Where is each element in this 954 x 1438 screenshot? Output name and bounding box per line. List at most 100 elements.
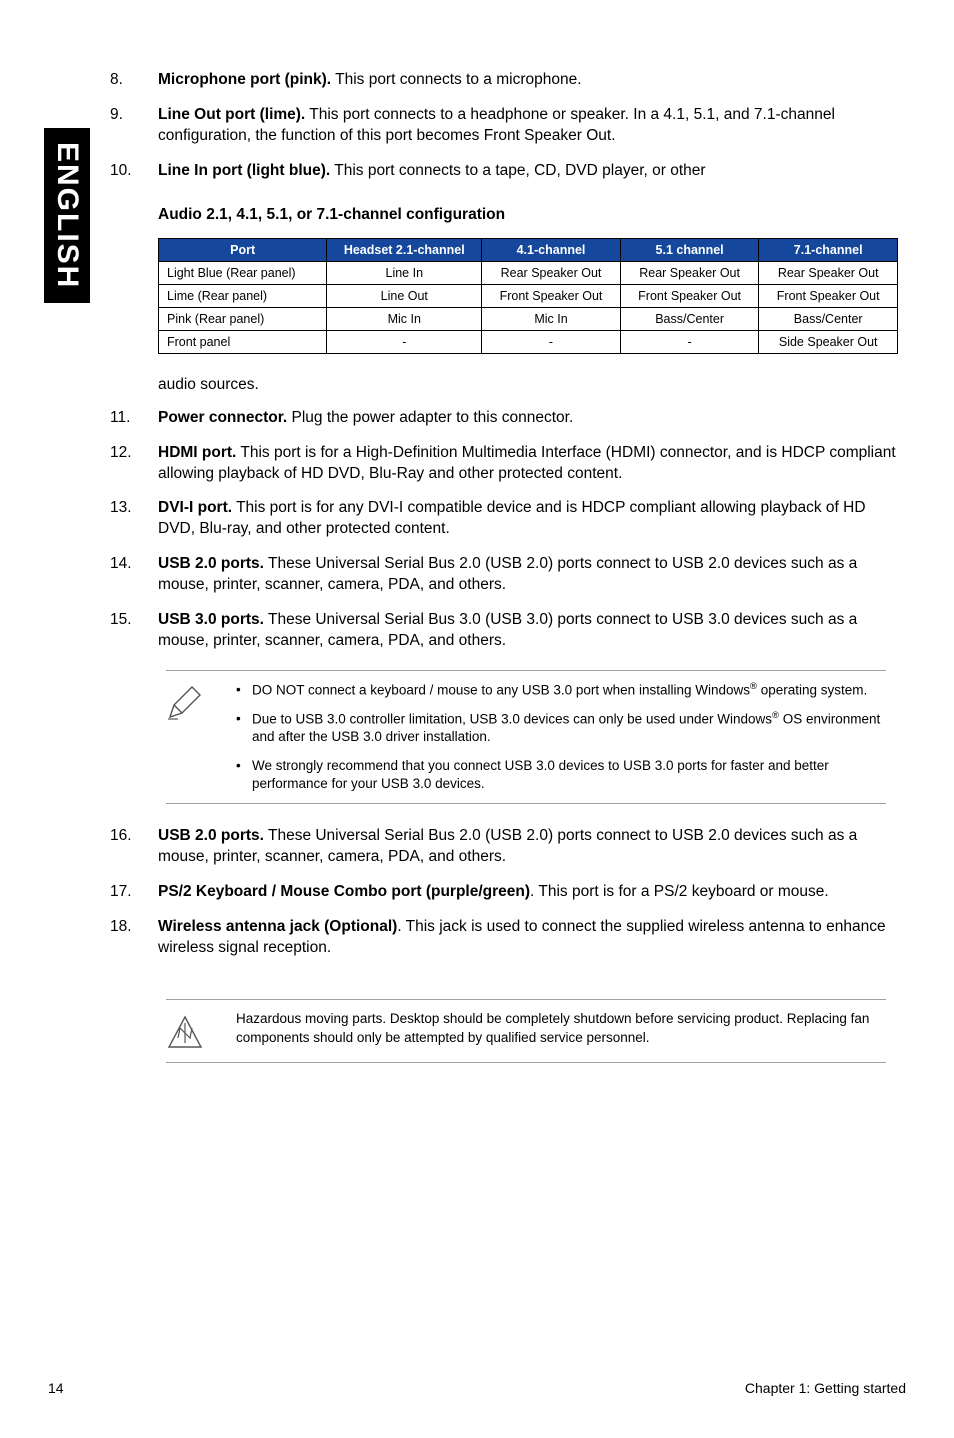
audio-config-table: Port Headset 2.1-channel 4.1-channel 5.1… bbox=[158, 238, 898, 354]
note-bullet: • DO NOT connect a keyboard / mouse to a… bbox=[236, 681, 886, 700]
language-tab: ENGLISH bbox=[44, 128, 90, 303]
list-block-1: 8. Microphone port (pink). This port con… bbox=[110, 70, 900, 182]
list-block-3: 16. USB 2.0 ports. These Universal Seria… bbox=[110, 826, 900, 959]
note-text: DO NOT connect a keyboard / mouse to any… bbox=[252, 682, 750, 697]
note-bullet: • Due to USB 3.0 controller limitation, … bbox=[236, 710, 886, 747]
table-cell: Pink (Rear panel) bbox=[159, 307, 327, 330]
page-footer: 14 Chapter 1: Getting started bbox=[48, 1380, 906, 1396]
item-number: 18. bbox=[110, 917, 158, 959]
list-block-2: 11. Power connector. Plug the power adap… bbox=[110, 408, 900, 652]
item-text: This port is for any DVI-I compatible de… bbox=[158, 499, 866, 537]
divider bbox=[166, 999, 886, 1000]
item-text: . This port is for a PS/2 keyboard or mo… bbox=[530, 883, 829, 900]
table-row: Front panel - - - Side Speaker Out bbox=[159, 330, 898, 353]
item-number: 8. bbox=[110, 70, 158, 91]
item-text: This port connects to a microphone. bbox=[331, 71, 581, 88]
item-number: 17. bbox=[110, 882, 158, 903]
list-item: 13. DVI-I port. This port is for any DVI… bbox=[110, 498, 900, 540]
table-cell: Lime (Rear panel) bbox=[159, 284, 327, 307]
item-number: 9. bbox=[110, 105, 158, 147]
table-cell: Light Blue (Rear panel) bbox=[159, 261, 327, 284]
note-block-hazard: Hazardous moving parts. Desktop should b… bbox=[166, 999, 886, 1063]
table-cell: Mic In bbox=[482, 307, 621, 330]
note-text: operating system. bbox=[757, 682, 867, 697]
bullet-dot: • bbox=[236, 710, 252, 747]
chapter-label: Chapter 1: Getting started bbox=[745, 1380, 906, 1396]
table-cell: Line Out bbox=[327, 284, 482, 307]
item-label: USB 2.0 ports. bbox=[158, 555, 264, 572]
hazard-text: Hazardous moving parts. Desktop should b… bbox=[236, 1010, 886, 1052]
page-content: 8. Microphone port (pink). This port con… bbox=[110, 70, 900, 1085]
item-text: This port is for a High-Definition Multi… bbox=[158, 444, 896, 482]
note-block-usb: • DO NOT connect a keyboard / mouse to a… bbox=[166, 670, 886, 804]
note-text: We strongly recommend that you connect U… bbox=[252, 757, 886, 793]
table-cell: Rear Speaker Out bbox=[482, 261, 621, 284]
table-cell: Front Speaker Out bbox=[482, 284, 621, 307]
divider bbox=[166, 1062, 886, 1063]
table-cell: Front panel bbox=[159, 330, 327, 353]
table-row: Pink (Rear panel) Mic In Mic In Bass/Cen… bbox=[159, 307, 898, 330]
item-number: 12. bbox=[110, 443, 158, 485]
list-item: 11. Power connector. Plug the power adap… bbox=[110, 408, 900, 429]
table-cell: Bass/Center bbox=[620, 307, 759, 330]
item-text: This port connects to a tape, CD, DVD pl… bbox=[330, 162, 705, 179]
list-item: 15. USB 3.0 ports. These Universal Seria… bbox=[110, 610, 900, 652]
table-cell: Mic In bbox=[327, 307, 482, 330]
table-cell: - bbox=[620, 330, 759, 353]
item-number: 11. bbox=[110, 408, 158, 429]
item-label: Line In port (light blue). bbox=[158, 162, 330, 179]
note-bullet: • We strongly recommend that you connect… bbox=[236, 757, 886, 793]
table-cell: Side Speaker Out bbox=[759, 330, 898, 353]
item-label: PS/2 Keyboard / Mouse Combo port (purple… bbox=[158, 883, 530, 900]
table-cell: Front Speaker Out bbox=[620, 284, 759, 307]
table-row: Light Blue (Rear panel) Line In Rear Spe… bbox=[159, 261, 898, 284]
audio-sources-text: audio sources. bbox=[158, 376, 900, 394]
item-label: HDMI port. bbox=[158, 444, 236, 461]
item-number: 15. bbox=[110, 610, 158, 652]
table-cell: Line In bbox=[327, 261, 482, 284]
item-label: Microphone port (pink). bbox=[158, 71, 331, 88]
note-text: Due to USB 3.0 controller limitation, US… bbox=[252, 711, 772, 726]
divider bbox=[166, 670, 886, 671]
registered-mark: ® bbox=[772, 710, 779, 721]
list-item: 18. Wireless antenna jack (Optional). Th… bbox=[110, 917, 900, 959]
bullet-dot: • bbox=[236, 681, 252, 700]
audio-config-heading: Audio 2.1, 4.1, 5.1, or 7.1-channel conf… bbox=[158, 206, 900, 224]
list-item: 10. Line In port (light blue). This port… bbox=[110, 161, 900, 182]
table-row: Lime (Rear panel) Line Out Front Speaker… bbox=[159, 284, 898, 307]
table-cell: - bbox=[482, 330, 621, 353]
table-cell: Front Speaker Out bbox=[759, 284, 898, 307]
table-header: 4.1-channel bbox=[482, 238, 621, 261]
item-label: Line Out port (lime). bbox=[158, 106, 305, 123]
list-item: 17. PS/2 Keyboard / Mouse Combo port (pu… bbox=[110, 882, 900, 903]
table-cell: Bass/Center bbox=[759, 307, 898, 330]
list-item: 8. Microphone port (pink). This port con… bbox=[110, 70, 900, 91]
item-text: Plug the power adapter to this connector… bbox=[287, 409, 573, 426]
table-header: 7.1-channel bbox=[759, 238, 898, 261]
item-number: 10. bbox=[110, 161, 158, 182]
table-cell: Rear Speaker Out bbox=[759, 261, 898, 284]
item-label: USB 3.0 ports. bbox=[158, 611, 264, 628]
item-number: 16. bbox=[110, 826, 158, 868]
list-item: 12. HDMI port. This port is for a High-D… bbox=[110, 443, 900, 485]
item-number: 14. bbox=[110, 554, 158, 596]
table-cell: - bbox=[327, 330, 482, 353]
registered-mark: ® bbox=[750, 681, 757, 692]
table-cell: Rear Speaker Out bbox=[620, 261, 759, 284]
pen-icon bbox=[166, 681, 236, 793]
item-label: Power connector. bbox=[158, 409, 287, 426]
list-item: 16. USB 2.0 ports. These Universal Seria… bbox=[110, 826, 900, 868]
item-label: DVI-I port. bbox=[158, 499, 232, 516]
warning-icon bbox=[166, 1010, 236, 1052]
item-number: 13. bbox=[110, 498, 158, 540]
divider bbox=[166, 803, 886, 804]
page-number: 14 bbox=[48, 1380, 64, 1396]
table-header: 5.1 channel bbox=[620, 238, 759, 261]
item-label: USB 2.0 ports. bbox=[158, 827, 264, 844]
table-header: Port bbox=[159, 238, 327, 261]
list-item: 14. USB 2.0 ports. These Universal Seria… bbox=[110, 554, 900, 596]
list-item: 9. Line Out port (lime). This port conne… bbox=[110, 105, 900, 147]
bullet-dot: • bbox=[236, 757, 252, 793]
item-label: Wireless antenna jack (Optional) bbox=[158, 918, 397, 935]
table-header: Headset 2.1-channel bbox=[327, 238, 482, 261]
